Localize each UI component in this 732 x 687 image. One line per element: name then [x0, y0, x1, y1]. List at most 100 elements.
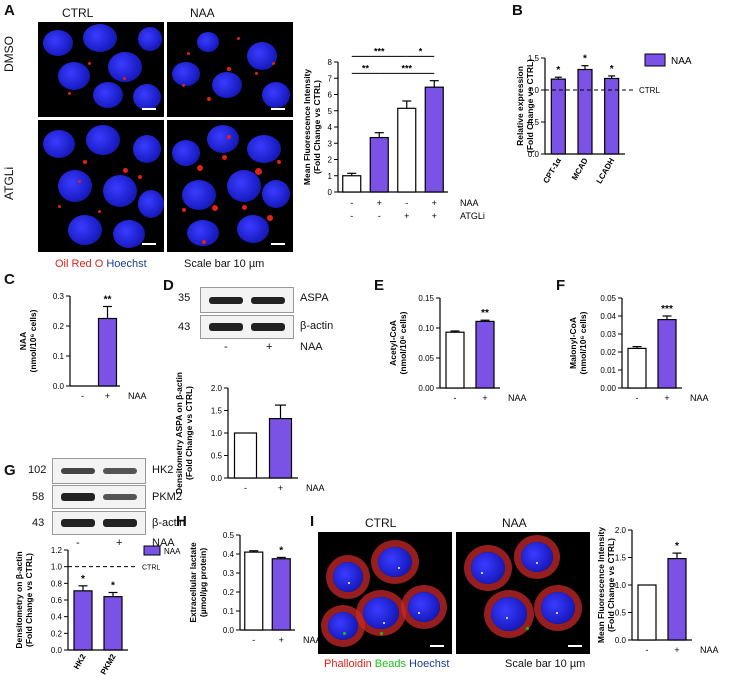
g-band-actin: β-actin — [152, 517, 186, 529]
chart-h: 0.0 0.1 0.2 0.3 0.4 0.5 Extracellular lactate(… — [188, 531, 322, 645]
stain-dot — [123, 168, 128, 173]
y-tick-label: 2 — [328, 156, 333, 165]
y-tick-label: 1 — [328, 172, 333, 181]
x-tick-atgli: + — [432, 211, 437, 221]
nucleus — [133, 84, 161, 110]
g-mw-102: 102 — [28, 464, 47, 476]
d-lane-label: NAA — [300, 341, 323, 353]
y-tick-label: 0.0 — [528, 150, 540, 159]
nucleus — [197, 32, 219, 52]
x-tick-label: + — [278, 483, 283, 493]
i-legend: Phalloidin Beads Hoechst — [324, 658, 449, 670]
nucleus — [113, 220, 145, 248]
x-tick-label: HK2 — [72, 652, 88, 671]
x-tick-naa: + — [377, 198, 382, 208]
y-tick-label: 0.03 — [600, 330, 616, 339]
stain-dot — [267, 215, 273, 221]
nucleus — [378, 547, 412, 577]
stain-dot — [255, 72, 258, 75]
x-axis-label: NAA — [306, 483, 325, 493]
significance-label: *** — [374, 46, 385, 56]
d-band-aspa: ASPA — [300, 292, 329, 304]
significance-star: * — [279, 545, 283, 556]
x-tick-naa: - — [350, 198, 353, 208]
a-legend-hoechst: Hoechst — [106, 258, 147, 270]
stain-dot — [277, 160, 281, 164]
d-band-actin: β-actin — [300, 320, 334, 332]
x-tick-label: + — [482, 393, 487, 403]
y-tick-label: 0.15 — [418, 294, 434, 303]
y-tick-label: 0.00 — [418, 384, 434, 393]
panel-label-f: F — [556, 277, 566, 294]
panel-label-a: A — [4, 2, 15, 19]
y-tick-label: 0.0 — [51, 646, 63, 655]
y-axis-label: Mean Fluorescence Intensity — [302, 69, 312, 185]
nucleus — [58, 62, 90, 90]
bar — [103, 596, 123, 651]
chart-i: 0.0 0.5 1.0 1.5 2.0 Mean Fluorescence Intensi… — [596, 526, 719, 655]
g-mw-58: 58 — [32, 491, 45, 503]
stain-dot — [380, 632, 383, 635]
significance-star: *** — [661, 304, 673, 315]
x-tick-label: - — [636, 393, 639, 403]
y-axis-label: Extracellular lactate — [188, 542, 198, 623]
nucleus — [247, 135, 281, 163]
bar — [424, 86, 444, 193]
y-tick-label: 2.0 — [615, 526, 627, 535]
bar — [667, 557, 687, 641]
y-axis-label: (nmol/10⁶ cells) — [28, 309, 38, 372]
bar — [397, 107, 417, 193]
stain-dot — [227, 67, 231, 71]
nucleus — [83, 24, 117, 52]
nucleus — [86, 125, 120, 155]
stain-dot — [187, 52, 190, 55]
y-tick-label: 1.0 — [615, 581, 627, 590]
panel-label-c: C — [4, 271, 15, 288]
g-lane-plus: + — [116, 537, 123, 549]
x-tick-label: - — [81, 391, 84, 401]
d-mw-35: 35 — [178, 292, 191, 304]
g-blot-actin — [52, 511, 146, 535]
nucleus — [172, 140, 200, 166]
nucleus — [182, 180, 216, 210]
y-tick-label: 0.05 — [418, 354, 434, 363]
a-image-naa-atgli — [167, 120, 293, 252]
y-tick-label: 1.5 — [615, 554, 627, 563]
stain-dot — [227, 135, 231, 139]
y-tick-label: 1.0 — [528, 86, 540, 95]
x-axis-label: NAA — [303, 635, 322, 645]
d-blot-actin — [200, 315, 294, 339]
legend-label: NAA — [671, 56, 692, 67]
nucleus — [43, 30, 73, 56]
y-axis-label: Densitometry on β-actin — [14, 551, 24, 648]
stain-dot — [418, 612, 420, 614]
legend-label: NAA — [164, 547, 181, 556]
y-tick-label: 0.01 — [600, 366, 616, 375]
y-tick-label: 3 — [328, 139, 333, 148]
x-tick-label: - — [252, 635, 255, 645]
i-legend-phalloidin: Phalloidin — [324, 658, 372, 670]
y-axis-label: (Fold Change vs CTRL) — [312, 80, 322, 174]
significance-label: * — [419, 46, 423, 56]
y-tick-label: 0.0 — [53, 382, 65, 391]
bar — [657, 319, 677, 389]
y-tick-label: 0.6 — [51, 596, 63, 605]
significance-star: ** — [481, 308, 489, 319]
stain-dot — [272, 62, 275, 65]
y-tick-label: 1.5 — [211, 407, 223, 416]
bar — [244, 551, 264, 631]
y-tick-label: 0.0 — [223, 626, 235, 635]
x-axis-label: NAA — [508, 393, 527, 403]
stain-dot — [88, 62, 91, 65]
g-lane-label: NAA — [152, 537, 175, 549]
y-tick-label: 0.5 — [211, 452, 223, 461]
stain-dot — [506, 617, 508, 619]
stain-dot — [255, 168, 262, 175]
legend-swatch — [143, 545, 161, 556]
nucleus — [172, 62, 200, 86]
bar — [97, 317, 118, 387]
y-tick-label: 0.02 — [600, 348, 616, 357]
bar — [627, 347, 647, 389]
scale-bar — [142, 108, 156, 110]
